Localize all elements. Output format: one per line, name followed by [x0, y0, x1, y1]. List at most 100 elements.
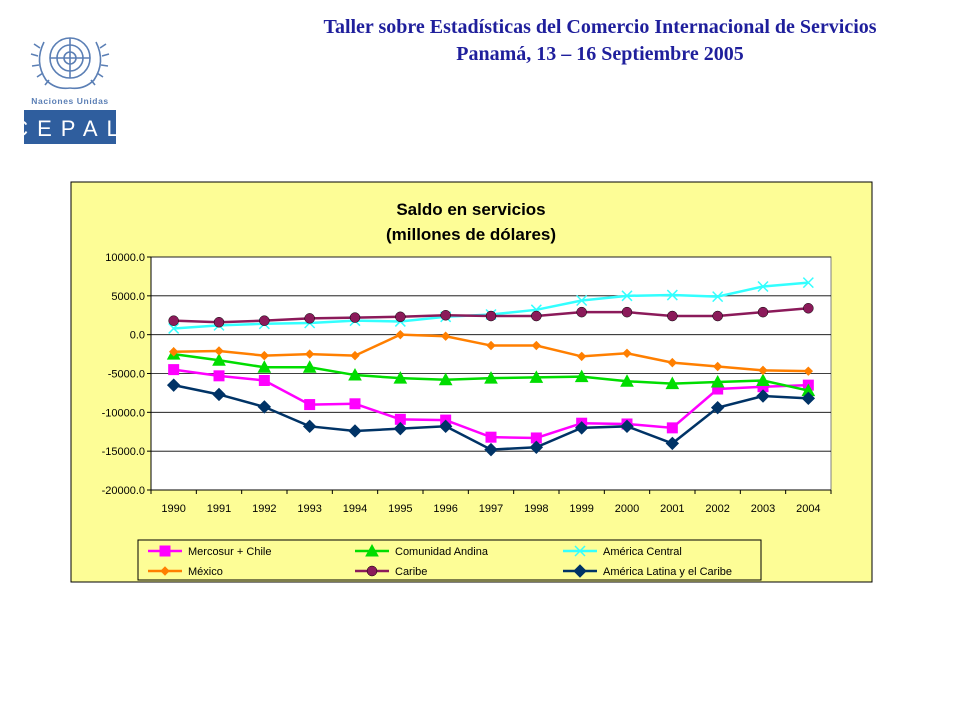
series-1	[166, 347, 816, 397]
data-point	[213, 370, 225, 382]
data-point	[348, 368, 362, 381]
x-tick-label: 1998	[524, 503, 548, 515]
x-tick-label: 2004	[796, 503, 820, 515]
y-tick-label: -10000.0	[102, 407, 145, 419]
data-point	[259, 315, 270, 326]
data-point	[440, 310, 451, 321]
chart-title-line2: (millones de dólares)	[386, 225, 556, 244]
data-point	[302, 419, 317, 434]
legend-label: Mercosur + Chile	[188, 546, 271, 558]
data-point	[802, 277, 814, 289]
x-tick-label: 1990	[161, 503, 185, 515]
data-point	[710, 374, 725, 388]
header-subtitle: Panamá, 13 – 16 Septiembre 2005	[456, 43, 744, 65]
series-5	[166, 378, 816, 457]
legend-label: México	[188, 566, 223, 578]
data-point	[349, 398, 361, 410]
data-point	[576, 306, 587, 318]
series-group	[166, 277, 816, 457]
data-point	[257, 360, 272, 373]
header-title: Taller sobre Estadísticas del Comercio I…	[323, 16, 877, 38]
data-point	[259, 350, 270, 361]
legend-marker	[365, 543, 379, 557]
legend-label: América Latina y el Caribe	[603, 566, 732, 578]
data-point	[168, 322, 180, 334]
cepal-box	[24, 110, 116, 144]
data-point	[712, 310, 723, 322]
logo-org-name: Naciones Unidas	[31, 96, 109, 106]
data-point	[395, 311, 406, 323]
y-tick-label: 5000.0	[111, 291, 145, 303]
data-point	[393, 421, 408, 436]
data-point	[531, 340, 542, 351]
data-point	[574, 421, 589, 435]
x-tick-label: 2000	[615, 503, 639, 515]
data-point	[756, 373, 770, 386]
data-point	[620, 374, 634, 387]
series-3	[168, 329, 814, 376]
legend-box	[137, 539, 762, 581]
data-point	[214, 346, 224, 356]
data-point	[349, 312, 361, 323]
slide-header: Taller sobre Estadísticas del Comercio I…	[240, 14, 960, 68]
data-point	[666, 289, 678, 301]
legend-label: Comunidad Andina	[395, 546, 489, 558]
data-point	[665, 436, 680, 451]
data-point	[712, 361, 723, 372]
legend: Mercosur + Chile Comunidad Andina América …	[137, 539, 762, 581]
data-point	[667, 357, 678, 368]
legend-marker	[159, 545, 171, 557]
data-point	[529, 440, 544, 454]
data-point	[621, 290, 633, 302]
data-point	[212, 353, 226, 366]
data-point	[304, 313, 315, 324]
series-4	[168, 303, 814, 328]
data-point	[484, 371, 498, 384]
data-point	[350, 350, 360, 361]
data-point	[484, 442, 498, 457]
data-point	[667, 310, 678, 322]
data-point	[576, 351, 587, 362]
data-point	[801, 391, 816, 406]
legend-item: Caribe	[355, 565, 427, 578]
y-tick-label: 10000.0	[105, 252, 145, 264]
data-point	[302, 360, 317, 373]
data-point	[304, 349, 315, 359]
legend-marker	[574, 545, 586, 557]
x-tick-label: 1999	[569, 503, 593, 515]
data-point	[213, 316, 225, 328]
legend-marker	[366, 565, 378, 577]
data-point	[712, 291, 724, 303]
x-tick-label: 2002	[705, 503, 729, 515]
legend-marker	[573, 564, 587, 578]
data-point	[529, 370, 544, 383]
data-point	[620, 419, 634, 434]
data-point	[622, 348, 632, 359]
un-emblem-icon	[30, 37, 110, 90]
data-point	[438, 372, 453, 386]
legend-label: América Central	[603, 546, 682, 558]
x-axis: 1990 1991 1992 1993 1994 1995 1996 1997 1998 1999…	[150, 489, 832, 515]
data-point	[257, 400, 272, 414]
data-point	[440, 331, 451, 341]
data-point	[438, 419, 453, 434]
data-point	[393, 371, 408, 384]
y-tick-label: -15000.0	[102, 446, 145, 458]
data-point	[485, 431, 497, 443]
data-point	[348, 424, 362, 438]
data-point	[168, 347, 179, 357]
data-point	[758, 365, 768, 376]
legend-item: Comunidad Andina	[355, 543, 489, 558]
data-point	[395, 329, 406, 340]
x-tick-label: 1995	[388, 503, 412, 515]
legend-item: México	[148, 566, 223, 578]
x-tick-label: 1996	[433, 503, 457, 515]
data-point	[621, 306, 633, 318]
data-point	[756, 389, 770, 403]
logo-cepal-text: CEPAL	[22, 116, 118, 141]
x-tick-label: 1992	[252, 503, 276, 515]
data-point	[485, 310, 497, 322]
legend-label: Caribe	[395, 566, 427, 578]
data-point	[486, 340, 496, 351]
